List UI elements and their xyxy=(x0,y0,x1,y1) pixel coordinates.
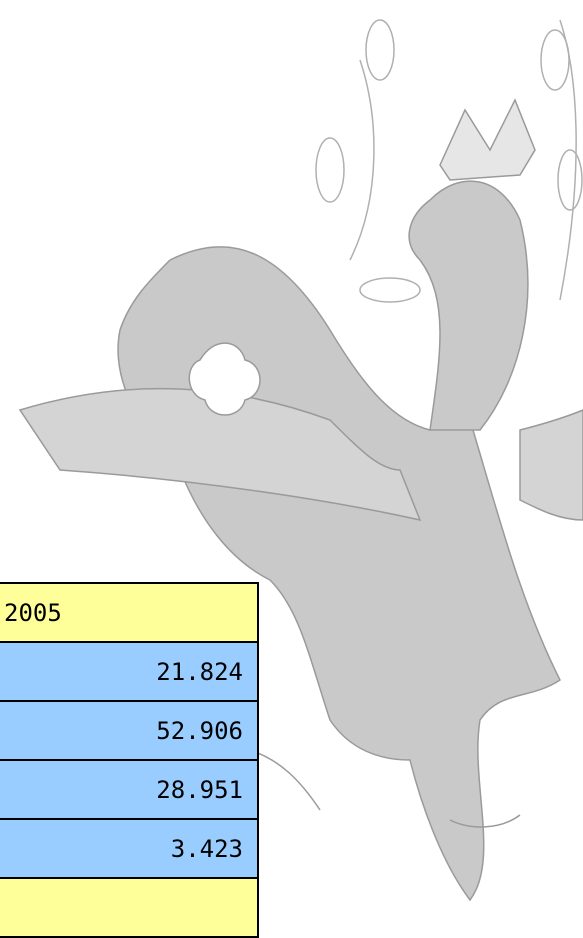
leaf xyxy=(541,30,569,90)
eagle-neck xyxy=(409,181,528,430)
laurel-right xyxy=(560,20,576,300)
leaf xyxy=(360,278,420,302)
laurel-left xyxy=(350,60,374,260)
value-cell: 52.906 xyxy=(0,701,258,760)
value-cell: 3.423 xyxy=(0,819,258,878)
header-row: 2005 xyxy=(0,583,258,642)
wing-right xyxy=(520,410,583,520)
value-cell: 21.824 xyxy=(0,642,258,701)
table-row: 3.423 xyxy=(0,819,258,878)
value-cell: 28.951 xyxy=(0,760,258,819)
table-row: 28.951 xyxy=(0,760,258,819)
leaf xyxy=(316,138,344,202)
table-row: 21.824 xyxy=(0,642,258,701)
leaf xyxy=(366,20,394,80)
leaf xyxy=(558,150,582,210)
table-row: 52.906 xyxy=(0,701,258,760)
crown xyxy=(440,100,535,180)
header-cell: 2005 xyxy=(0,583,258,642)
